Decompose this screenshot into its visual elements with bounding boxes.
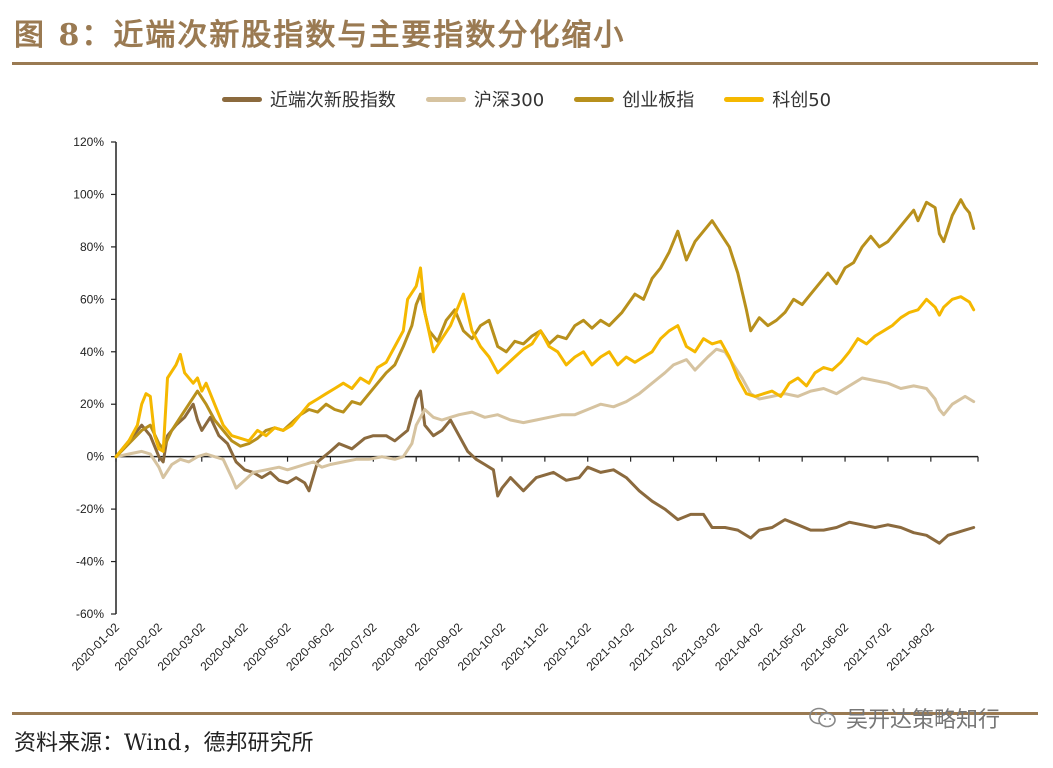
series-line-1 [114,347,976,490]
y-tick-label: 40% [80,345,104,359]
legend-item-0: 近端次新股指数 [221,86,396,112]
legend-swatch-3 [724,96,765,102]
y-tick-label: 100% [73,187,104,201]
legend-item-1: 沪深300 [425,86,545,112]
series-line-0 [114,389,976,545]
y-tick-label: -60% [76,607,104,621]
wechat-icon [809,707,836,728]
y-tick-label: 20% [80,397,104,411]
watermark-text: 吴开达策略知行 [846,708,1001,733]
watermark: 吴开达策略知行 [808,702,1000,734]
source-note: 资料来源：Wind，德邦研究所 [14,731,314,756]
y-tick-label: 120% [73,135,104,149]
header-divider [12,62,1038,65]
y-tick-label: 0% [87,450,105,464]
chart-legend: 近端次新股指数 沪深300 创业板指 科创50 [0,86,1053,112]
line-chart: -60%-40%-20%0%20%40%60%80%100%120%2020-0… [69,135,979,674]
legend-swatch-1 [425,96,466,102]
legend-item-3: 科创50 [724,86,831,112]
legend-label-2: 创业板指 [622,90,695,111]
legend-swatch-0 [221,96,262,102]
series-line-3 [114,266,976,459]
y-tick-label: -20% [76,502,104,516]
footer-divider [12,712,1038,715]
y-tick-label: 80% [80,240,104,254]
page-title: 图 8：近端次新股指数与主要指数分化缩小 [14,18,626,53]
series-line-2 [114,198,976,459]
legend-swatch-2 [574,96,615,102]
legend-label-0: 近端次新股指数 [269,90,396,111]
legend-item-2: 创业板指 [574,86,694,112]
legend-label-1: 沪深300 [473,90,545,111]
y-tick-label: -40% [76,555,104,569]
y-tick-label: 60% [80,292,104,306]
legend-label-3: 科创50 [772,90,832,111]
